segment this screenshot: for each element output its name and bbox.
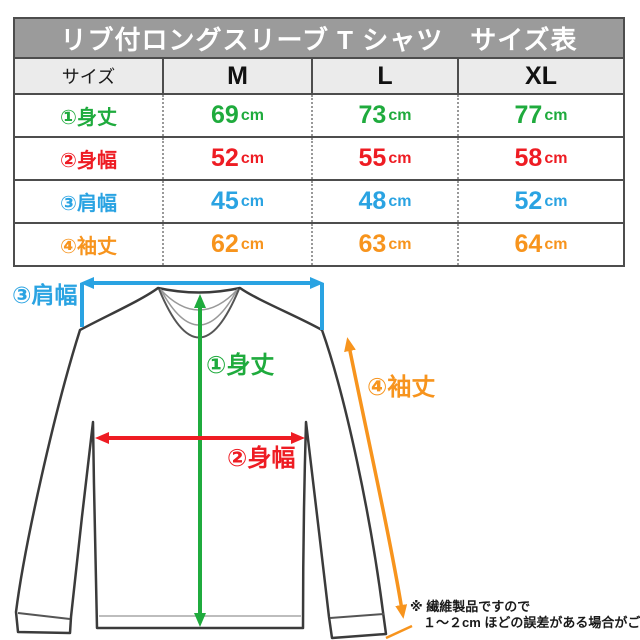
value-unit: cm <box>240 235 264 253</box>
size-header-row: サイズ M L XL <box>15 57 623 93</box>
shoulder-width-label: ③肩幅 <box>12 282 77 308</box>
value-unit: cm <box>388 235 412 253</box>
row-label-body-length: ①身丈 <box>60 107 117 129</box>
row-label-sleeve-length: ④袖丈 <box>60 236 117 258</box>
value-number: 63 <box>358 230 387 258</box>
value-number: 55 <box>358 144 387 172</box>
value-shoulder-width-l: 48 cm <box>311 181 457 222</box>
size-col-l: L <box>311 59 457 93</box>
value-shoulder-width-xl: 52 cm <box>457 181 623 222</box>
table-row-body-width: ②身幅 52 cm 55 cm 58 cm <box>15 136 623 179</box>
value-unit: cm <box>544 149 568 167</box>
value-number: 73 <box>358 101 387 129</box>
table-row-sleeve-length: ④袖丈 62 cm 63 cm 64 cm <box>15 222 623 265</box>
size-table: リブ付ロングスリーブ T シャツ サイズ表 サイズ M L XL ①身丈 69 c… <box>13 17 625 267</box>
value-sleeve-length-xl: 64 cm <box>457 224 623 265</box>
body-length-label: ①身丈 <box>206 351 274 379</box>
table-title: リブ付ロングスリーブ T シャツ サイズ表 <box>15 19 623 57</box>
value-unit: cm <box>240 192 264 210</box>
value-sleeve-length-m: 62 cm <box>162 224 311 265</box>
value-unit: cm <box>388 149 412 167</box>
value-number: 69 <box>211 101 239 129</box>
disclaimer-note-line1: ※ 繊維製品ですので <box>410 599 530 614</box>
table-row-shoulder-width: ③肩幅 45 cm 48 cm 52 cm <box>15 179 623 222</box>
sleeve-arrow-line <box>344 337 408 619</box>
value-unit: cm <box>240 149 264 167</box>
body-width-label: ②身幅 <box>227 444 295 472</box>
size-col-xl: XL <box>457 59 623 93</box>
row-label-shoulder-width: ③肩幅 <box>60 193 117 215</box>
value-number: 52 <box>211 144 239 172</box>
value-unit: cm <box>544 235 568 253</box>
row-label-body-width: ②身幅 <box>60 150 117 172</box>
size-col-m: M <box>162 59 311 93</box>
table-row-body-length: ①身丈 69 cm 73 cm 77 cm <box>15 93 623 136</box>
value-body-length-l: 73 cm <box>311 95 457 136</box>
shirt-measurement-diagram: ③肩幅 ①身丈 ②身幅 ④袖丈 ※ 繊維製品ですので １～２cm ほどの誤差があ… <box>12 277 640 640</box>
value-unit: cm <box>544 192 568 210</box>
value-unit: cm <box>240 106 264 124</box>
value-number: 62 <box>211 230 239 258</box>
sleeve-length-label: ④袖丈 <box>367 373 435 401</box>
value-unit: cm <box>388 192 412 210</box>
value-number: 77 <box>514 101 543 129</box>
value-number: 64 <box>514 230 543 258</box>
value-unit: cm <box>388 106 412 124</box>
value-body-width-m: 52 cm <box>162 138 311 179</box>
value-body-length-xl: 77 cm <box>457 95 623 136</box>
value-shoulder-width-m: 45 cm <box>162 181 311 222</box>
value-body-width-xl: 58 cm <box>457 138 623 179</box>
disclaimer-note-line2: １～２cm ほどの誤差がある場合がございます <box>423 615 640 630</box>
value-sleeve-length-l: 63 cm <box>311 224 457 265</box>
value-body-length-m: 69 cm <box>162 95 311 136</box>
value-number: 52 <box>514 187 543 215</box>
value-number: 45 <box>211 187 239 215</box>
sleeve-arrow-base-tick <box>385 624 413 640</box>
value-number: 58 <box>514 144 543 172</box>
value-body-width-l: 55 cm <box>311 138 457 179</box>
size-header-label: サイズ <box>61 67 116 87</box>
value-number: 48 <box>358 187 387 215</box>
sleeve-length-arrow <box>344 337 413 640</box>
shoulder-width-arrow <box>80 277 324 330</box>
value-unit: cm <box>544 106 568 124</box>
left-cuff-line <box>17 612 71 620</box>
